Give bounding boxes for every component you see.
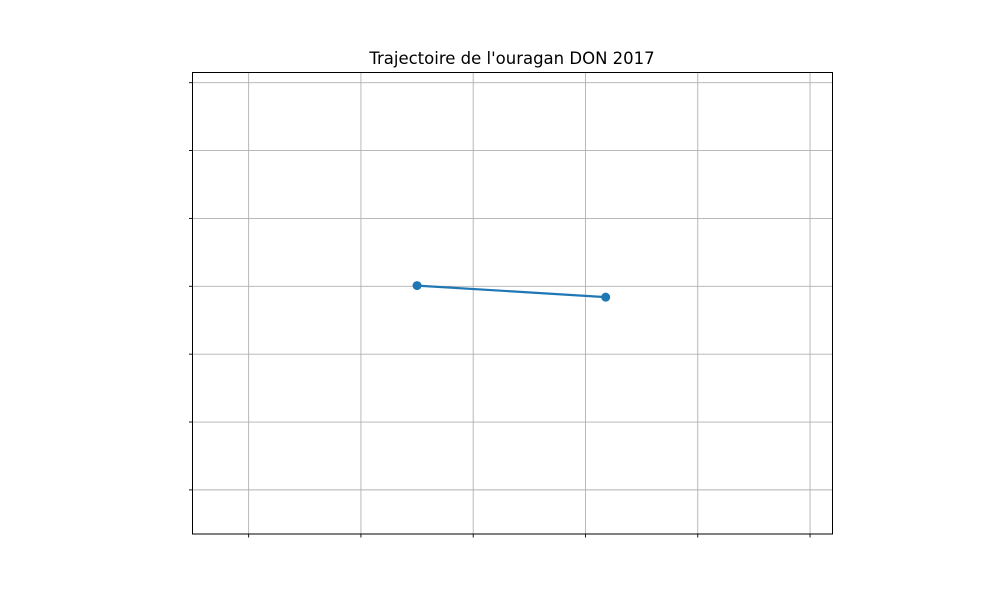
- plot-area-background: [192, 72, 833, 534]
- track-line: [416, 284, 607, 299]
- track-point: [412, 281, 422, 291]
- plot-frame: [192, 72, 833, 535]
- series-layer: [412, 281, 611, 302]
- chart-title: Trajectoire de l'ouragan DON 2017: [368, 49, 654, 68]
- grid-layer: [189, 72, 833, 538]
- track-point: [601, 292, 611, 302]
